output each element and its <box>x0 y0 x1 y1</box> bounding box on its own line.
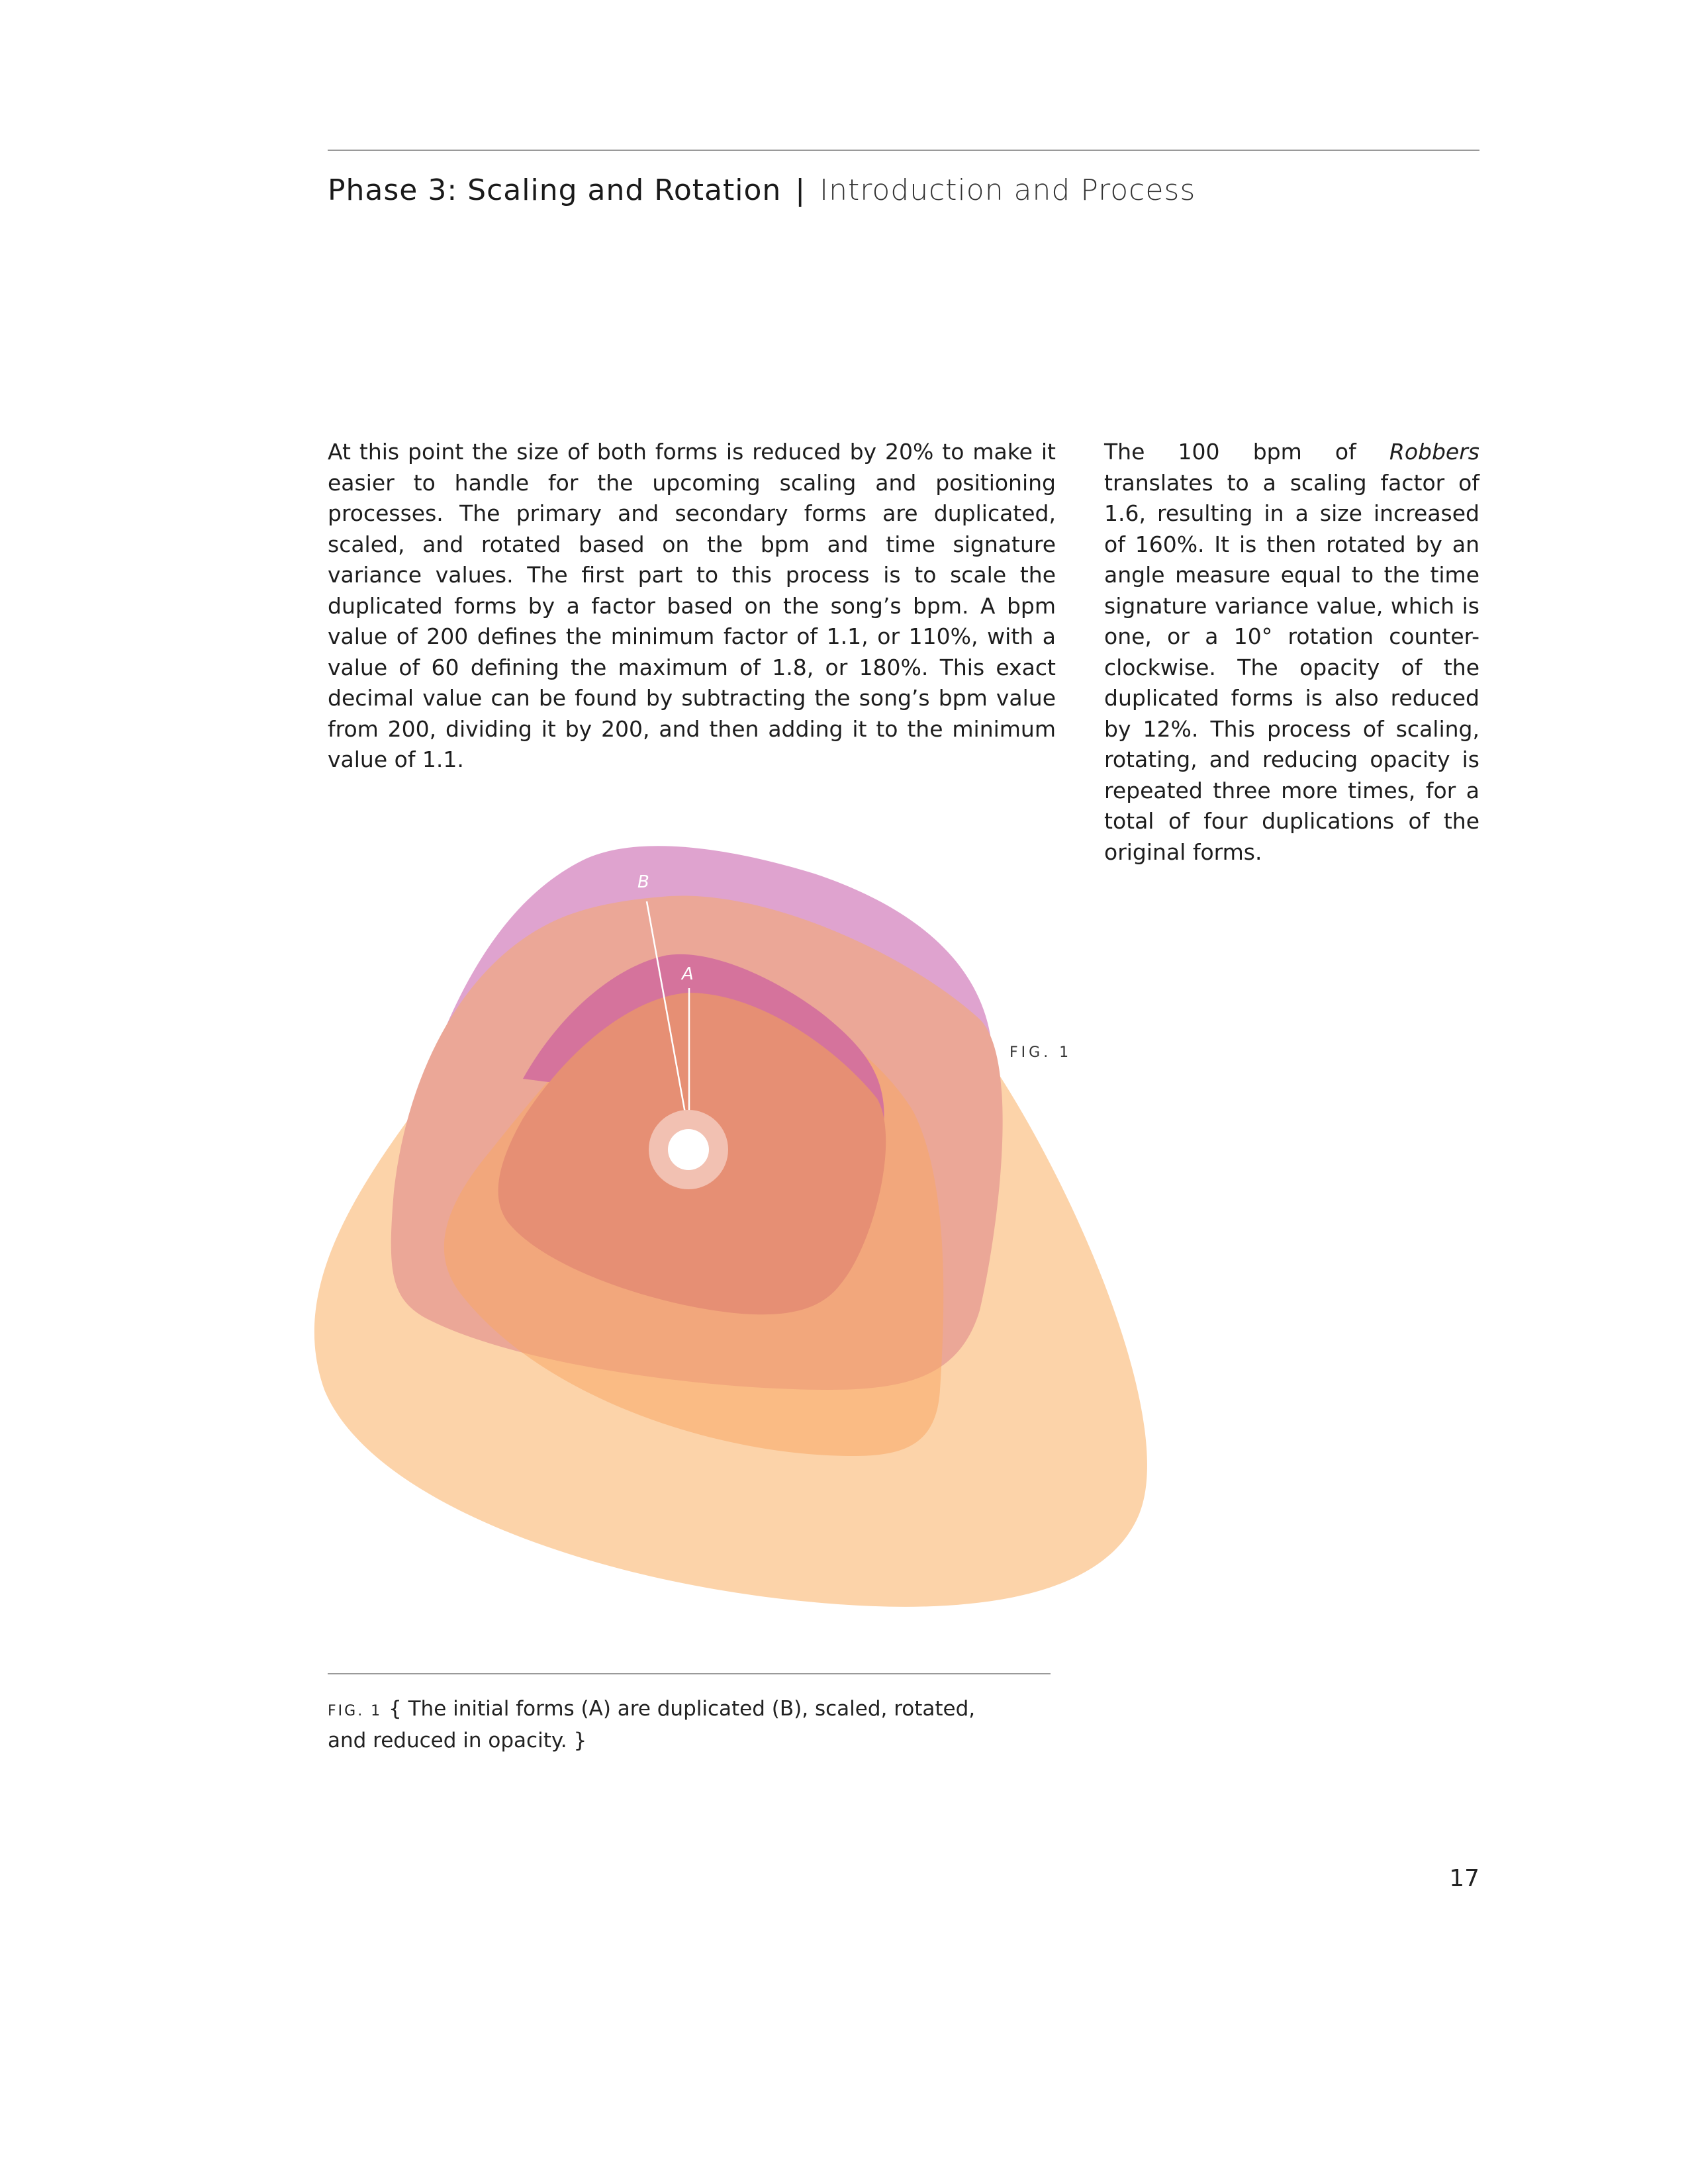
line-b <box>645 901 688 1124</box>
figure-label: FIG. 1 <box>1009 1044 1072 1061</box>
body-paragraph-left: At this point the size of both forms is … <box>328 439 1056 772</box>
caption-rule <box>328 1673 1051 1674</box>
center-dot <box>668 1129 709 1170</box>
form-purple-large <box>424 846 993 1152</box>
page-header: Phase 3: Scaling and Rotation | Introduc… <box>328 173 1196 207</box>
form-inner-core <box>498 993 886 1315</box>
section-title: Phase 3: Scaling and Rotation <box>328 173 782 207</box>
song-title: Robbers <box>1389 439 1479 465</box>
caption-fig-tag: FIG. 1 <box>328 1703 383 1719</box>
label-a: A <box>682 964 694 984</box>
body-right-rest: translates to a scaling factor of 1.6, r… <box>1104 469 1479 865</box>
center-ring <box>649 1110 728 1189</box>
caption-text: { The initial forms (A) are duplicated (… <box>328 1697 976 1752</box>
label-b: B <box>637 872 649 892</box>
section-subtitle: Introduction and Process <box>820 173 1196 207</box>
body-right-intro: The 100 bpm of <box>1104 439 1389 465</box>
page-number: 17 <box>1449 1865 1479 1892</box>
header-separator: | <box>795 173 806 207</box>
form-salmon-large <box>391 895 1003 1390</box>
header-rule <box>328 150 1479 151</box>
form-orange-mid <box>444 985 944 1456</box>
body-paragraph-right: The 100 bpm of Robbers translates to a s… <box>1104 437 1479 868</box>
form-magenta-small <box>523 954 884 1125</box>
figure-caption: FIG. 1 { The initial forms (A) are dupli… <box>328 1694 1016 1755</box>
